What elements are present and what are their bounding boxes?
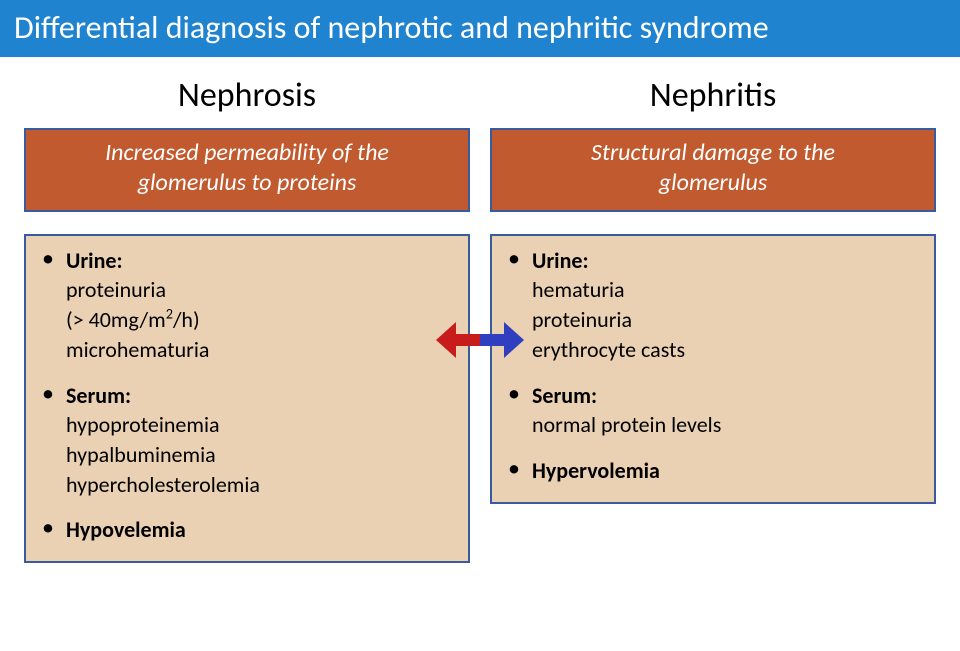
nephrosis-definition-line1: Increased permeability of the: [105, 138, 389, 167]
title-bar: Differential diagnosis of nephrotic and …: [0, 0, 960, 57]
finding-line: hematuria: [532, 276, 625, 303]
finding-item: Serum:hypoproteinemia hypalbuminemia hyper…: [40, 381, 454, 500]
double-arrow-icon: [440, 322, 520, 358]
finding-item: Urine:hematuria proteinuria erythrocyte ca…: [506, 246, 920, 365]
arrow-body: [454, 334, 506, 346]
finding-label: Serum:: [66, 382, 131, 409]
nephrosis-definition-box: Increased permeability of the glomerulus…: [24, 128, 470, 212]
finding-line: microhematuria: [66, 336, 209, 363]
finding-line: proteinuria: [532, 306, 632, 333]
columns-container: Nephrosis Increased permeability of the …: [0, 57, 960, 563]
nephritis-findings-box: Urine:hematuria proteinuria erythrocyte ca…: [490, 234, 936, 504]
nephrosis-findings-box: Urine:proteinuria (> 40mg/m2/h) microhemat…: [24, 234, 470, 563]
column-nephritis: Nephritis Structural damage to the glome…: [490, 75, 936, 563]
nephritis-heading: Nephritis: [650, 75, 777, 116]
nephritis-definition-line2: glomerulus: [659, 168, 767, 197]
finding-label: Urine:: [66, 247, 123, 274]
finding-item: Urine:proteinuria (> 40mg/m2/h) microhemat…: [40, 246, 454, 365]
finding-line: (> 40mg/m2/h): [66, 306, 200, 333]
finding-item: Hypovelemia: [40, 515, 454, 545]
finding-label: Urine:: [532, 247, 589, 274]
arrow-head-right: [504, 322, 524, 358]
nephritis-findings-list: Urine:hematuria proteinuria erythrocyte ca…: [506, 246, 920, 486]
finding-label: Hypervolemia: [532, 457, 660, 484]
nephrosis-findings-list: Urine:proteinuria (> 40mg/m2/h) microhemat…: [40, 246, 454, 545]
nephritis-definition-box: Structural damage to the glomerulus: [490, 128, 936, 212]
nephritis-definition-line1: Structural damage to the: [591, 138, 835, 167]
nephrosis-heading: Nephrosis: [178, 75, 316, 116]
slide-title: Differential diagnosis of nephrotic and …: [14, 10, 946, 47]
column-nephrosis: Nephrosis Increased permeability of the …: [24, 75, 470, 563]
arrow-head-left: [436, 322, 456, 358]
finding-item: Serum:normal protein levels: [506, 381, 920, 440]
finding-line: normal protein levels: [532, 411, 721, 438]
finding-line: hypalbuminemia: [66, 441, 216, 468]
finding-line: hypercholesterolemia: [66, 471, 260, 498]
nephrosis-definition-line2: glomerulus to proteins: [138, 168, 357, 197]
finding-label: Hypovelemia: [66, 516, 186, 543]
finding-item: Hypervolemia: [506, 456, 920, 486]
finding-line: hypoproteinemia: [66, 411, 220, 438]
finding-line: erythrocyte casts: [532, 336, 685, 363]
finding-label: Serum:: [532, 382, 597, 409]
finding-line: proteinuria: [66, 276, 166, 303]
